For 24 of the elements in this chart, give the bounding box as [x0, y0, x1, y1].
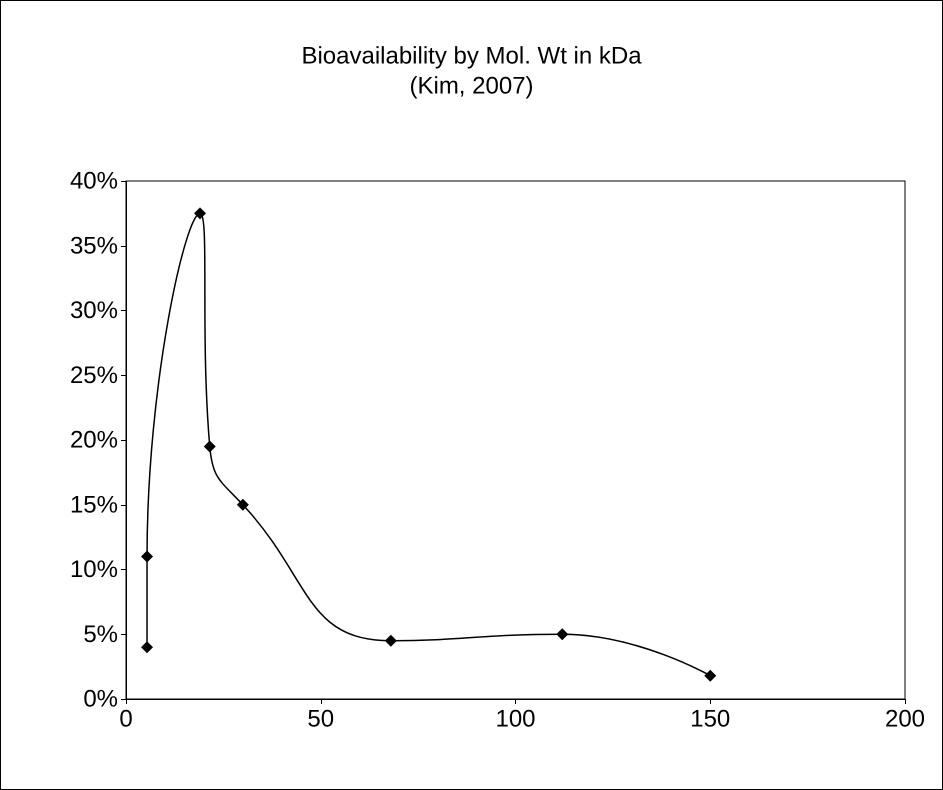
point [236, 498, 249, 511]
chart-subtitle: (Kim, 2007) [409, 72, 534, 100]
point [704, 670, 716, 682]
point [384, 634, 397, 647]
x-tick-label: 200 [884, 706, 926, 732]
x-tick-label: 100 [495, 706, 536, 732]
y-tick-label: 35% [70, 232, 118, 260]
y-tick-label: 5% [83, 620, 118, 648]
point [194, 207, 206, 220]
point [141, 641, 154, 654]
y-tick-label: 25% [70, 362, 118, 389]
x-tick-label: 50 [307, 706, 334, 732]
chart-title: Bioavailability by Mol. Wt in kDa [301, 42, 642, 70]
x-tick-label: 150 [690, 706, 730, 732]
point [204, 440, 216, 452]
y-tick-label: 20% [70, 426, 118, 454]
y-tick-label: 0% [83, 686, 118, 712]
y-tick-label: 10% [70, 556, 118, 583]
y-tick-label: 30% [70, 297, 118, 324]
point [556, 628, 568, 640]
y-tick-label: 15% [70, 491, 118, 518]
x-tick-label: 0 [119, 706, 133, 732]
y-tick-label: 40% [70, 168, 118, 194]
point [141, 550, 154, 563]
